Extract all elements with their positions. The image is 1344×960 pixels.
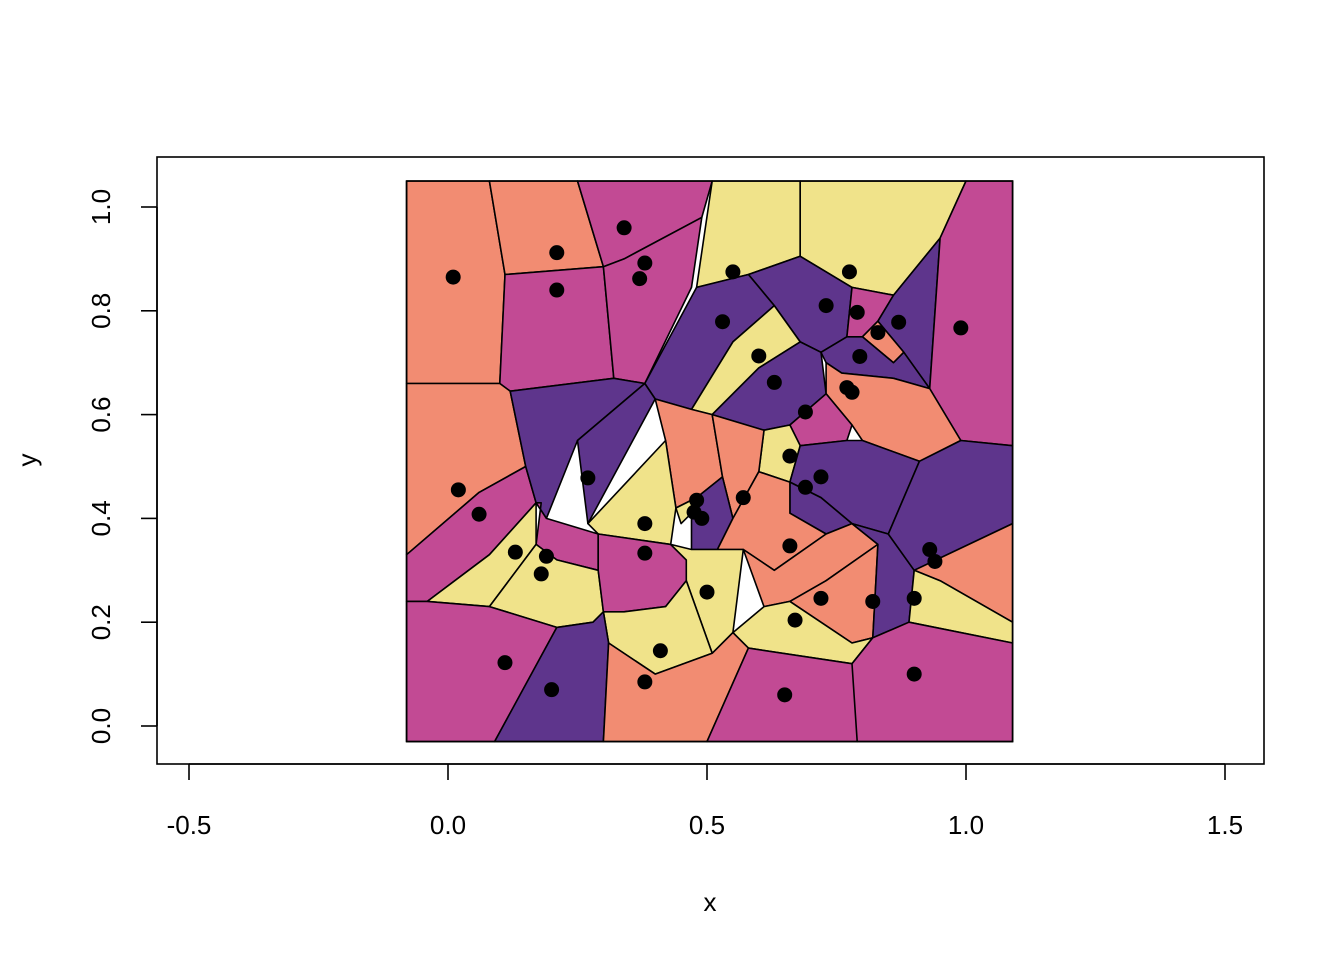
- data-point-24: [450, 482, 466, 498]
- data-point-21: [782, 448, 798, 464]
- data-point-49: [906, 666, 922, 682]
- data-point-3: [549, 282, 565, 298]
- data-point-33: [507, 544, 523, 560]
- voronoi-cells: [405, 180, 1014, 743]
- data-point-1: [445, 269, 461, 285]
- data-point-29: [694, 510, 710, 526]
- data-point-36: [782, 538, 798, 554]
- data-point-8: [841, 264, 857, 280]
- data-point-5: [637, 255, 653, 271]
- data-point-38: [927, 553, 943, 569]
- data-points: [445, 220, 969, 703]
- data-point-16: [852, 348, 868, 364]
- data-point-31: [637, 516, 653, 532]
- data-point-20: [797, 404, 813, 420]
- data-point-13: [953, 320, 969, 336]
- data-point-44: [652, 643, 668, 659]
- x-axis: -0.5 0.0 0.5 1.0 1.5: [167, 763, 1243, 840]
- data-point-41: [865, 593, 881, 609]
- data-point-32: [637, 545, 653, 561]
- data-point-14: [715, 314, 731, 330]
- y-tick-label: 0.0: [86, 708, 116, 744]
- data-point-30: [735, 490, 751, 506]
- data-point-45: [497, 655, 513, 671]
- data-point-48: [777, 687, 793, 703]
- data-point-4: [616, 220, 632, 236]
- data-point-26: [580, 470, 596, 486]
- y-tick-label: 1.0: [86, 189, 116, 225]
- data-point-27: [689, 492, 705, 508]
- data-point-22: [813, 469, 829, 485]
- data-point-39: [699, 584, 715, 600]
- data-point-7: [725, 264, 741, 280]
- data-point-35: [533, 566, 549, 582]
- y-tick-label: 0.6: [86, 397, 116, 433]
- x-tick-label: -0.5: [167, 810, 212, 840]
- data-point-2: [549, 245, 565, 261]
- x-tick-label: 0.0: [430, 810, 466, 840]
- x-tick-label: 0.5: [689, 810, 725, 840]
- y-axis: 0.0 0.2 0.4 0.6 0.8 1.0: [86, 189, 158, 744]
- data-point-40: [813, 590, 829, 606]
- tessellation-bounds: [405, 180, 1014, 743]
- data-point-25: [471, 506, 487, 522]
- x-axis-label: x: [704, 887, 717, 917]
- data-point-6: [632, 271, 648, 287]
- data-point-23: [797, 479, 813, 495]
- x-tick-label: 1.5: [1207, 810, 1243, 840]
- data-point-43: [787, 612, 803, 628]
- data-point-10: [849, 304, 865, 320]
- data-point-12: [870, 325, 886, 341]
- data-point-19: [844, 384, 860, 400]
- y-axis-label: y: [12, 454, 42, 467]
- data-point-47: [544, 682, 560, 698]
- data-point-17: [766, 374, 782, 390]
- data-point-15: [751, 348, 767, 364]
- data-point-34: [538, 548, 554, 564]
- data-point-9: [818, 298, 834, 314]
- data-point-37: [922, 542, 938, 558]
- data-point-46: [637, 674, 653, 690]
- x-tick-label: 1.0: [948, 810, 984, 840]
- y-tick-label: 0.2: [86, 604, 116, 640]
- y-tick-label: 0.4: [86, 500, 116, 536]
- y-tick-label: 0.8: [86, 293, 116, 329]
- voronoi-cell-49: [851, 621, 1014, 743]
- voronoi-cell-24: [509, 377, 646, 520]
- data-point-11: [891, 314, 907, 330]
- data-point-42: [906, 590, 922, 606]
